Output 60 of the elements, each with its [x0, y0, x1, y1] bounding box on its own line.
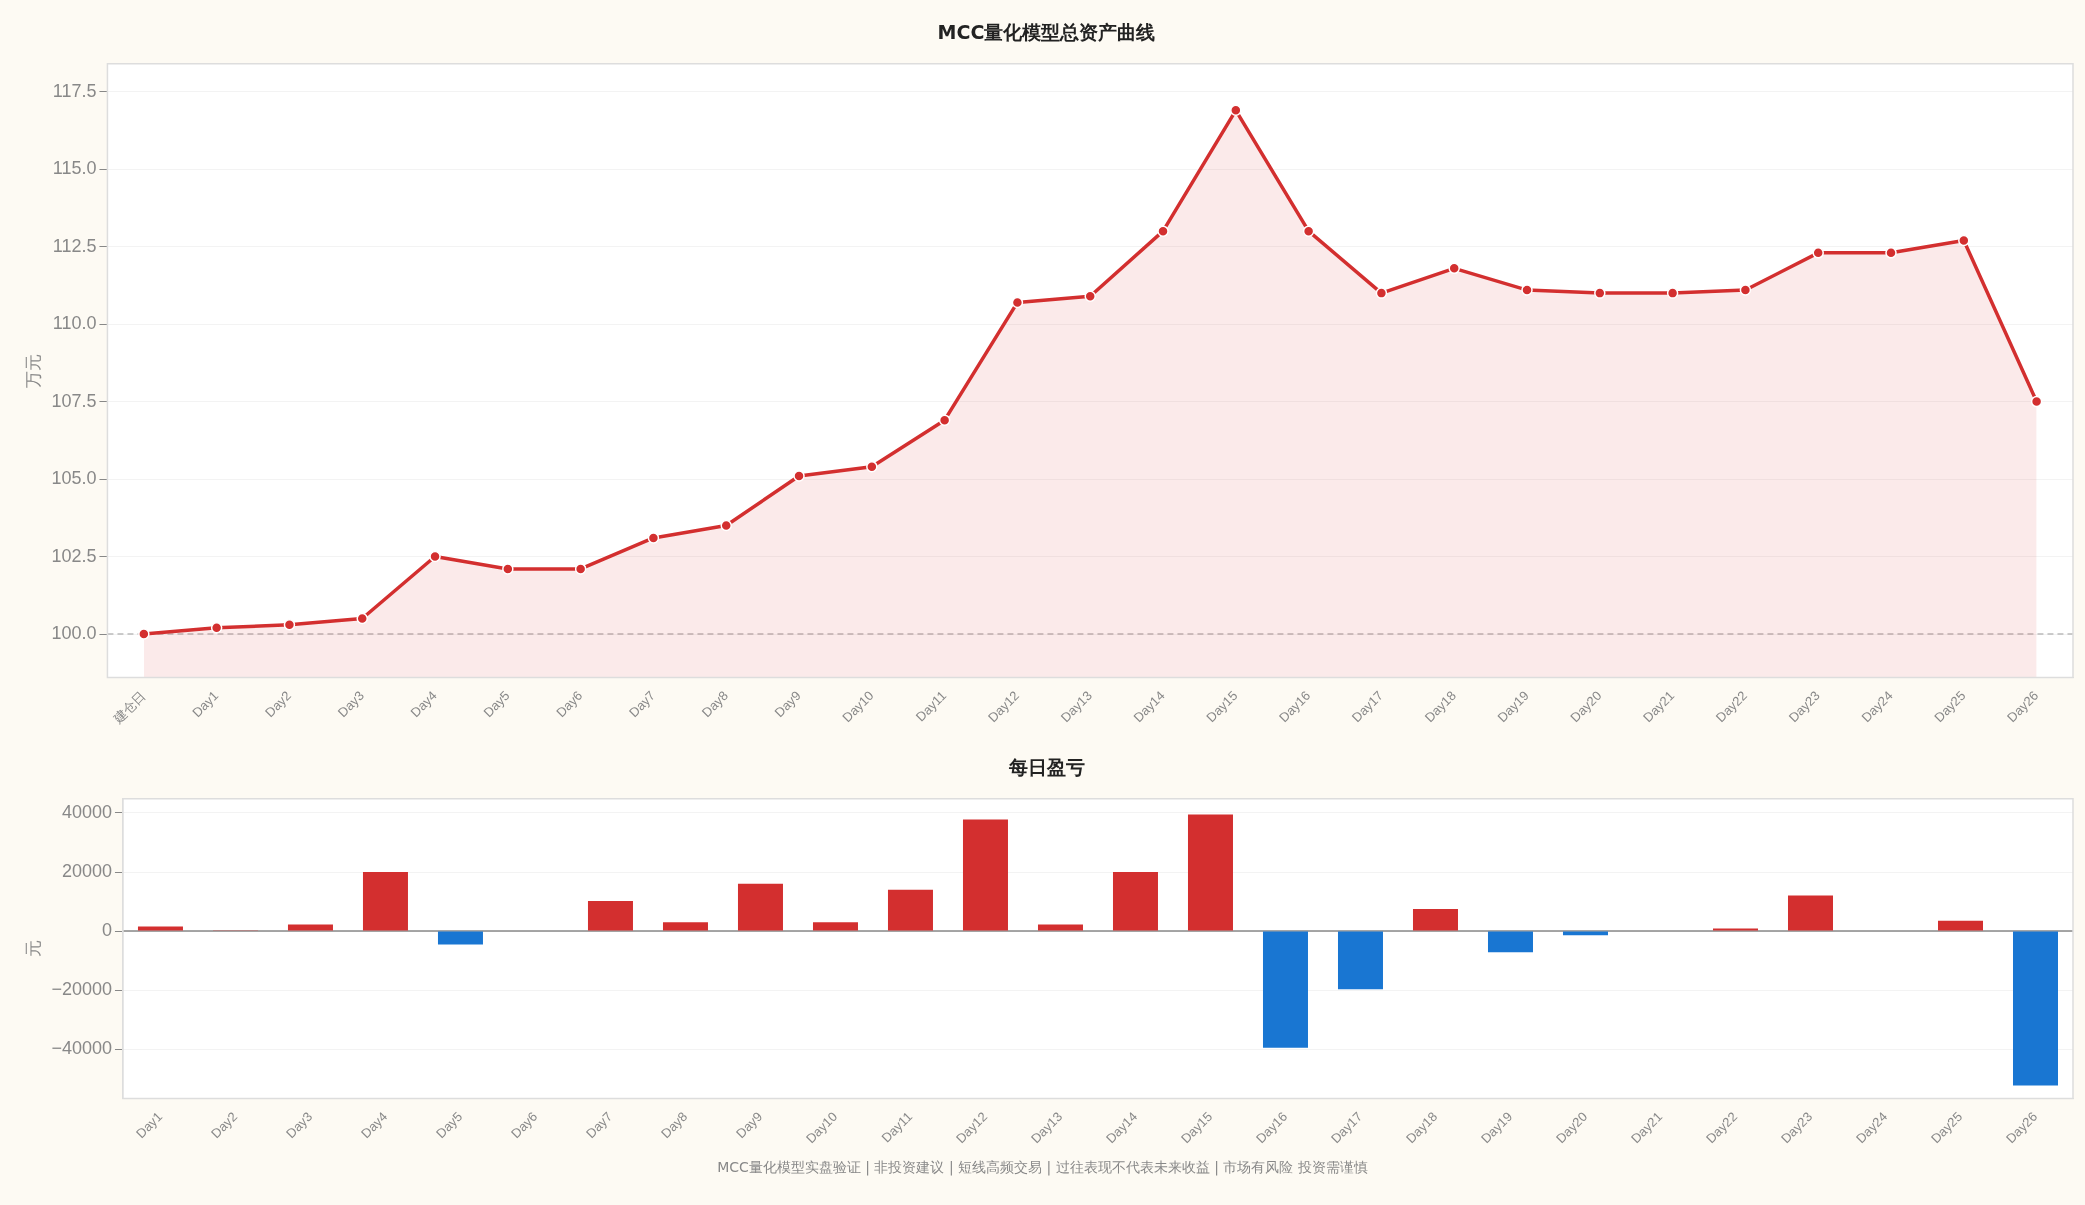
- point: [1666, 287, 1679, 299]
- y-tick-label: 107.5: [51, 390, 97, 411]
- point: [720, 519, 732, 532]
- bar: [1337, 931, 1383, 990]
- bar: [662, 922, 708, 931]
- bar: [137, 926, 183, 931]
- y-tick-label: 100.0: [51, 622, 97, 643]
- bar: [1938, 920, 1983, 931]
- point: [1521, 284, 1533, 296]
- point: [210, 622, 223, 634]
- bar: [1412, 908, 1458, 931]
- bar: [587, 900, 633, 931]
- bar: [1187, 814, 1233, 931]
- y-axis-title: 万元: [23, 353, 43, 388]
- bar: [962, 819, 1008, 931]
- bar: [1262, 931, 1308, 1048]
- y-tick-label: −40000: [51, 1038, 112, 1059]
- bar: [437, 931, 483, 945]
- y-tick-label: 110.0: [52, 313, 97, 334]
- bar: [2013, 931, 2058, 1086]
- point: [1812, 247, 1824, 259]
- point: [647, 532, 660, 544]
- y-tick-label: 40000: [61, 801, 112, 822]
- chart-title: MCC量化模型总资产曲线: [937, 21, 1156, 44]
- y-tick-label: −20000: [51, 979, 112, 1000]
- y-tick-label: 117.5: [52, 80, 97, 101]
- point: [1594, 287, 1606, 299]
- x-tick-label: 建仓日: [109, 687, 149, 727]
- point: [938, 414, 951, 426]
- bar: [1112, 872, 1158, 931]
- y-tick-label: 112.5: [52, 235, 97, 256]
- y-tick-label: 115.0: [52, 158, 97, 179]
- bar: [812, 922, 858, 931]
- y-tick-label: 0: [101, 920, 112, 940]
- point: [1739, 284, 1752, 296]
- point: [1157, 225, 1169, 237]
- y-tick-label: 20000: [61, 860, 112, 881]
- point: [1375, 287, 1388, 299]
- point: [138, 628, 150, 640]
- point: [1885, 247, 1897, 259]
- bar: [1712, 928, 1758, 931]
- bar: [362, 872, 408, 931]
- point: [1302, 225, 1315, 237]
- bar: [737, 883, 783, 931]
- bar: [1487, 931, 1533, 953]
- bar: [1037, 924, 1083, 931]
- text: MCC量化模型实盘验证 | 非投资建议 | 短线高频交易 | 过往表现不代表未来收益 | 市场有风险 投资需谨慎: [716, 1159, 1369, 1177]
- y-tick-label: 102.5: [51, 545, 97, 566]
- point: [793, 470, 805, 482]
- y-axis-title: 元: [23, 940, 43, 958]
- bar: [287, 924, 333, 931]
- bar: [1788, 895, 1833, 931]
- point: [502, 563, 514, 575]
- y-tick-label: 105.0: [51, 468, 97, 489]
- point: [574, 563, 587, 575]
- point: [2030, 395, 2043, 408]
- bar: [887, 889, 933, 931]
- chart-title: 每日盈亏: [1007, 756, 1085, 779]
- point: [356, 612, 368, 625]
- point: [1084, 290, 1096, 302]
